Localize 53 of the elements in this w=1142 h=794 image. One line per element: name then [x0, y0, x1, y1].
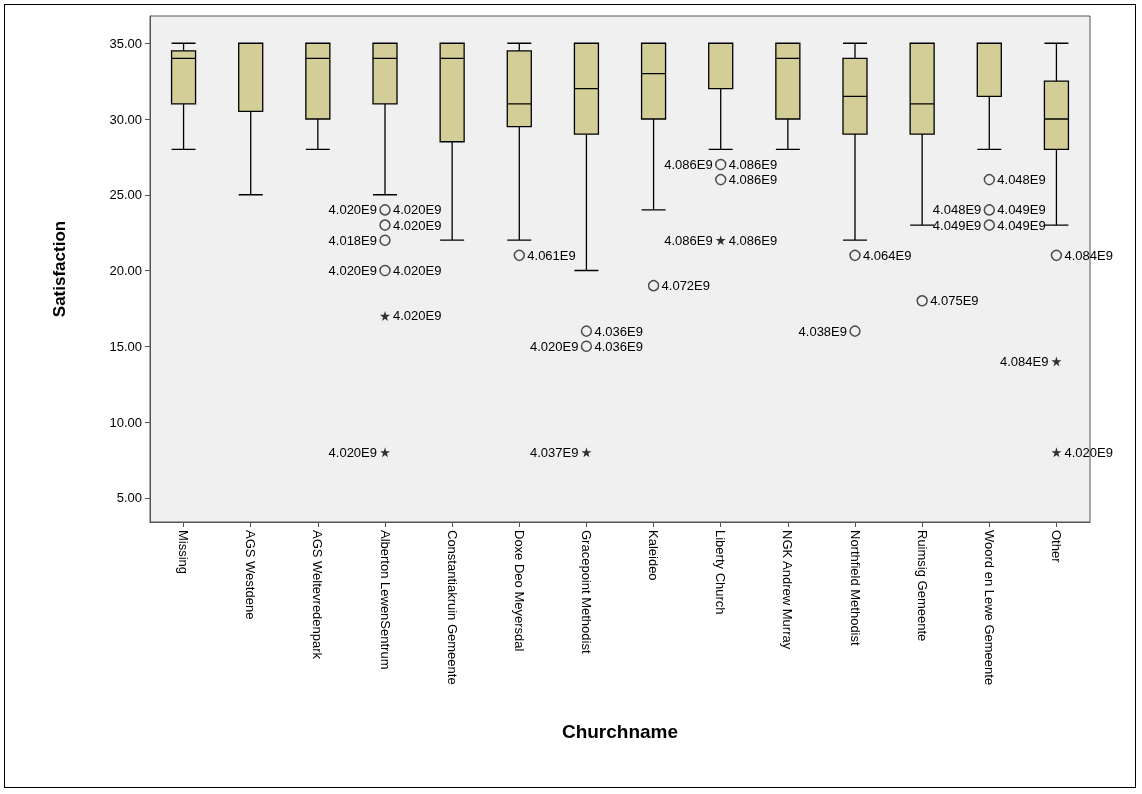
- x-tick-label: AGS Westdene: [243, 530, 259, 620]
- annotation: 4.086E9: [728, 156, 778, 172]
- x-tick-label: Liberty Church: [713, 530, 729, 615]
- annotation: 4.020E9: [393, 217, 442, 233]
- annotation: 4.086E9: [728, 232, 778, 248]
- annotation: 4.020E9: [1064, 444, 1113, 460]
- annotation: 4.036E9: [594, 338, 643, 354]
- annotation: 4.020E9: [393, 308, 442, 324]
- x-tick-label: Other: [1048, 530, 1064, 564]
- annotation: 4.038E9: [798, 323, 847, 339]
- annotation: 4.018E9: [328, 232, 377, 248]
- annotation: 4.036E9: [594, 323, 643, 339]
- x-tick-label: Gracepoint Methodist: [578, 530, 594, 654]
- annotation: 4.037E9: [529, 444, 579, 460]
- annotation: 4.048E9: [997, 172, 1046, 188]
- y-tick-label: 30.00: [109, 111, 142, 127]
- annotation: 4.086E9: [664, 232, 713, 248]
- annotation: 4.084E9: [999, 353, 1049, 369]
- annotation: 4.020E9: [393, 202, 442, 218]
- annotation: 4.086E9: [728, 172, 778, 188]
- annotation: 4.084E9: [1064, 247, 1113, 263]
- annotation: 4.049E9: [932, 217, 982, 233]
- x-tick-label: Doxe Deo Meyersdal: [511, 530, 527, 652]
- x-axis-title: Churchname: [561, 721, 679, 742]
- annotation: 4.049E9: [997, 202, 1046, 218]
- x-tick-label: Kaleideo: [646, 530, 662, 581]
- x-tick-label: Missing: [176, 530, 192, 575]
- y-tick-label: 10.00: [109, 414, 142, 430]
- y-tick-label: 20.00: [109, 263, 142, 279]
- y-tick-label: 15.00: [109, 338, 142, 354]
- annotation: 4.020E9: [328, 444, 377, 460]
- x-tick-label: AGS Weltevredenpark: [310, 530, 326, 660]
- x-tick-label: Northfield Methodist: [847, 530, 863, 646]
- y-tick-label: 25.00: [109, 187, 142, 203]
- x-tick-label: NGK Andrew Murray: [780, 530, 796, 650]
- x-tick-label: Ruimsig Gemeente: [914, 530, 930, 642]
- y-tick-label: 5.00: [116, 490, 142, 506]
- x-tick-label: Constantiakruin Gemeente: [444, 530, 460, 685]
- annotation: 4.064E9: [863, 247, 912, 263]
- y-axis-title: Satisfaction: [50, 220, 69, 318]
- x-tick-label: Alberton LewenSentrum: [377, 530, 393, 670]
- annotation: 4.049E9: [997, 217, 1046, 233]
- annotation: 4.020E9: [328, 263, 377, 279]
- annotation: 4.075E9: [930, 293, 979, 309]
- annotation: 4.048E9: [932, 202, 982, 218]
- annotation: 4.020E9: [529, 338, 579, 354]
- annotation: 4.020E9: [393, 263, 442, 279]
- annotation: 4.072E9: [661, 278, 711, 294]
- annotation: 4.061E9: [527, 247, 576, 263]
- annotation: 4.020E9: [328, 202, 377, 218]
- annotation: 4.086E9: [664, 156, 713, 172]
- y-tick-label: 35.00: [109, 35, 142, 51]
- x-tick-label: Woord en Lewe Gemeente: [981, 530, 997, 686]
